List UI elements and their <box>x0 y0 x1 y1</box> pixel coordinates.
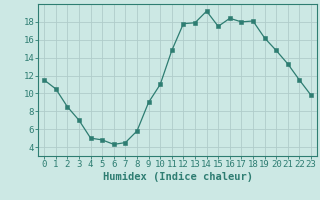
X-axis label: Humidex (Indice chaleur): Humidex (Indice chaleur) <box>103 172 252 182</box>
